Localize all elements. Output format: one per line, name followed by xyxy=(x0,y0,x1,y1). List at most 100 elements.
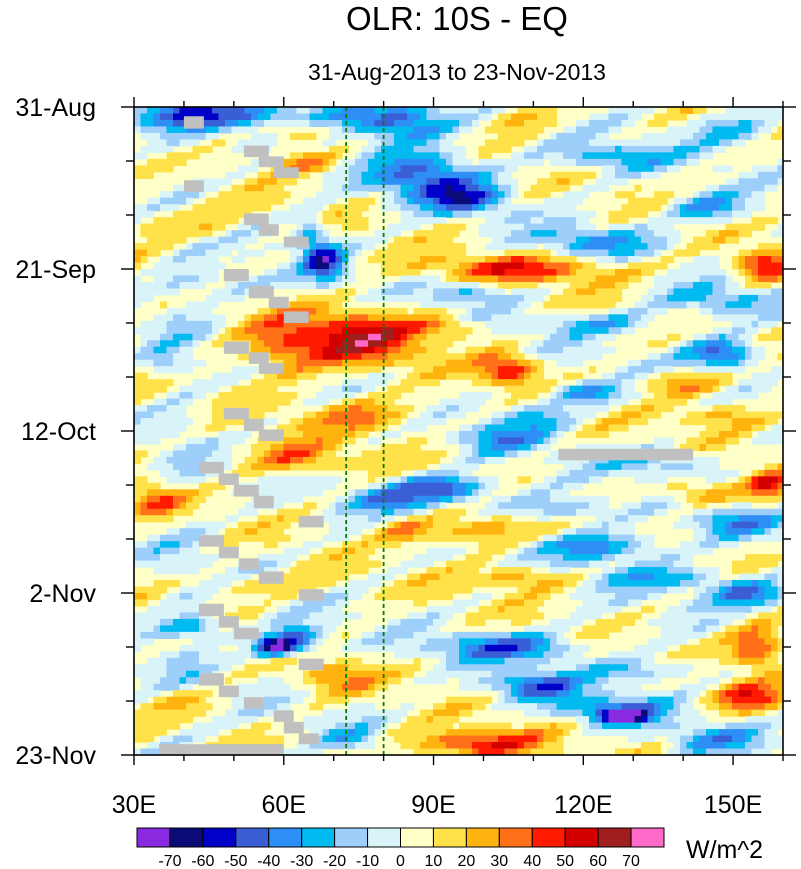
field-cell xyxy=(413,249,421,257)
field-cell xyxy=(751,476,759,484)
field-cell xyxy=(173,230,181,238)
field-cell xyxy=(381,392,389,400)
field-cell xyxy=(270,405,278,413)
field-cell xyxy=(641,107,649,115)
field-cell xyxy=(517,210,525,218)
field-cell xyxy=(511,269,519,277)
field-cell xyxy=(322,184,330,192)
field-cell xyxy=(439,191,447,199)
field-cell xyxy=(238,171,246,179)
field-cell xyxy=(400,482,408,490)
field-cell xyxy=(758,301,766,309)
field-cell xyxy=(283,372,291,380)
field-cell xyxy=(309,307,317,315)
field-cell xyxy=(192,495,200,503)
field-cell xyxy=(732,333,740,341)
field-cell xyxy=(400,197,408,205)
field-cell xyxy=(283,281,291,290)
field-cell xyxy=(316,256,324,264)
field-cell xyxy=(173,314,181,322)
field-cell xyxy=(153,398,161,406)
field-cell xyxy=(719,411,727,419)
field-cell xyxy=(218,456,226,464)
field-cell xyxy=(478,450,486,458)
field-cell xyxy=(465,301,473,309)
field-cell xyxy=(680,463,688,471)
field-cell xyxy=(140,359,148,367)
field-cell xyxy=(602,508,610,516)
field-cell xyxy=(309,236,317,244)
field-cell xyxy=(459,456,467,464)
field-cell xyxy=(459,294,467,302)
field-cell xyxy=(524,301,532,309)
field-cell xyxy=(641,197,649,205)
field-cell xyxy=(218,113,226,121)
field-cell xyxy=(329,521,337,529)
field-cell xyxy=(426,152,434,160)
field-cell xyxy=(283,333,291,341)
field-cell xyxy=(309,456,317,464)
field-cell xyxy=(465,463,473,471)
field-cell xyxy=(712,113,720,121)
field-cell xyxy=(758,281,766,290)
field-cell xyxy=(413,515,421,523)
field-cell xyxy=(732,346,740,354)
field-cell xyxy=(615,398,623,406)
field-cell xyxy=(322,385,330,393)
field-cell xyxy=(277,320,285,328)
field-cell xyxy=(459,489,467,497)
field-cell xyxy=(511,346,519,354)
field-cell xyxy=(218,210,226,218)
field-cell xyxy=(322,398,330,406)
field-cell xyxy=(134,165,142,173)
field-cell xyxy=(290,210,298,218)
field-cell xyxy=(264,281,272,290)
field-cell xyxy=(537,191,545,199)
field-cell xyxy=(355,152,363,160)
field-cell xyxy=(153,495,161,503)
field-cell xyxy=(498,178,506,186)
field-cell xyxy=(491,366,499,374)
field-cell xyxy=(628,366,636,374)
field-cell xyxy=(758,165,766,173)
field-cell xyxy=(329,132,337,140)
field-cell xyxy=(160,217,168,225)
field-cell xyxy=(543,256,551,264)
field-cell xyxy=(225,281,233,290)
field-cell xyxy=(225,372,233,380)
field-cell xyxy=(153,236,161,244)
field-cell xyxy=(355,204,363,212)
field-cell xyxy=(179,256,187,264)
field-cell xyxy=(277,508,285,516)
field-cell xyxy=(140,489,148,497)
field-cell xyxy=(355,249,363,257)
field-cell xyxy=(355,411,363,419)
field-cell xyxy=(517,385,525,393)
field-cell xyxy=(465,165,473,173)
field-cell xyxy=(400,256,408,264)
field-cell xyxy=(465,528,473,536)
field-cell xyxy=(238,230,246,238)
field-cell xyxy=(192,450,200,458)
field-cell xyxy=(550,476,558,484)
field-cell xyxy=(212,132,220,140)
field-cell xyxy=(166,113,174,121)
field-cell xyxy=(257,327,265,335)
field-cell xyxy=(400,262,408,270)
field-cell xyxy=(433,171,441,179)
field-cell xyxy=(602,346,610,354)
field-cell xyxy=(686,495,694,503)
field-cell xyxy=(394,327,402,335)
field-cell xyxy=(420,210,428,218)
field-cell xyxy=(498,132,506,140)
field-cell xyxy=(719,398,727,406)
field-cell xyxy=(595,243,603,251)
field-cell xyxy=(218,431,226,439)
field-cell xyxy=(654,204,662,212)
field-cell xyxy=(758,249,766,257)
field-cell xyxy=(491,314,499,322)
field-cell xyxy=(576,275,584,283)
field-cell xyxy=(173,353,181,361)
field-cell xyxy=(199,327,207,335)
field-cell xyxy=(173,528,181,536)
